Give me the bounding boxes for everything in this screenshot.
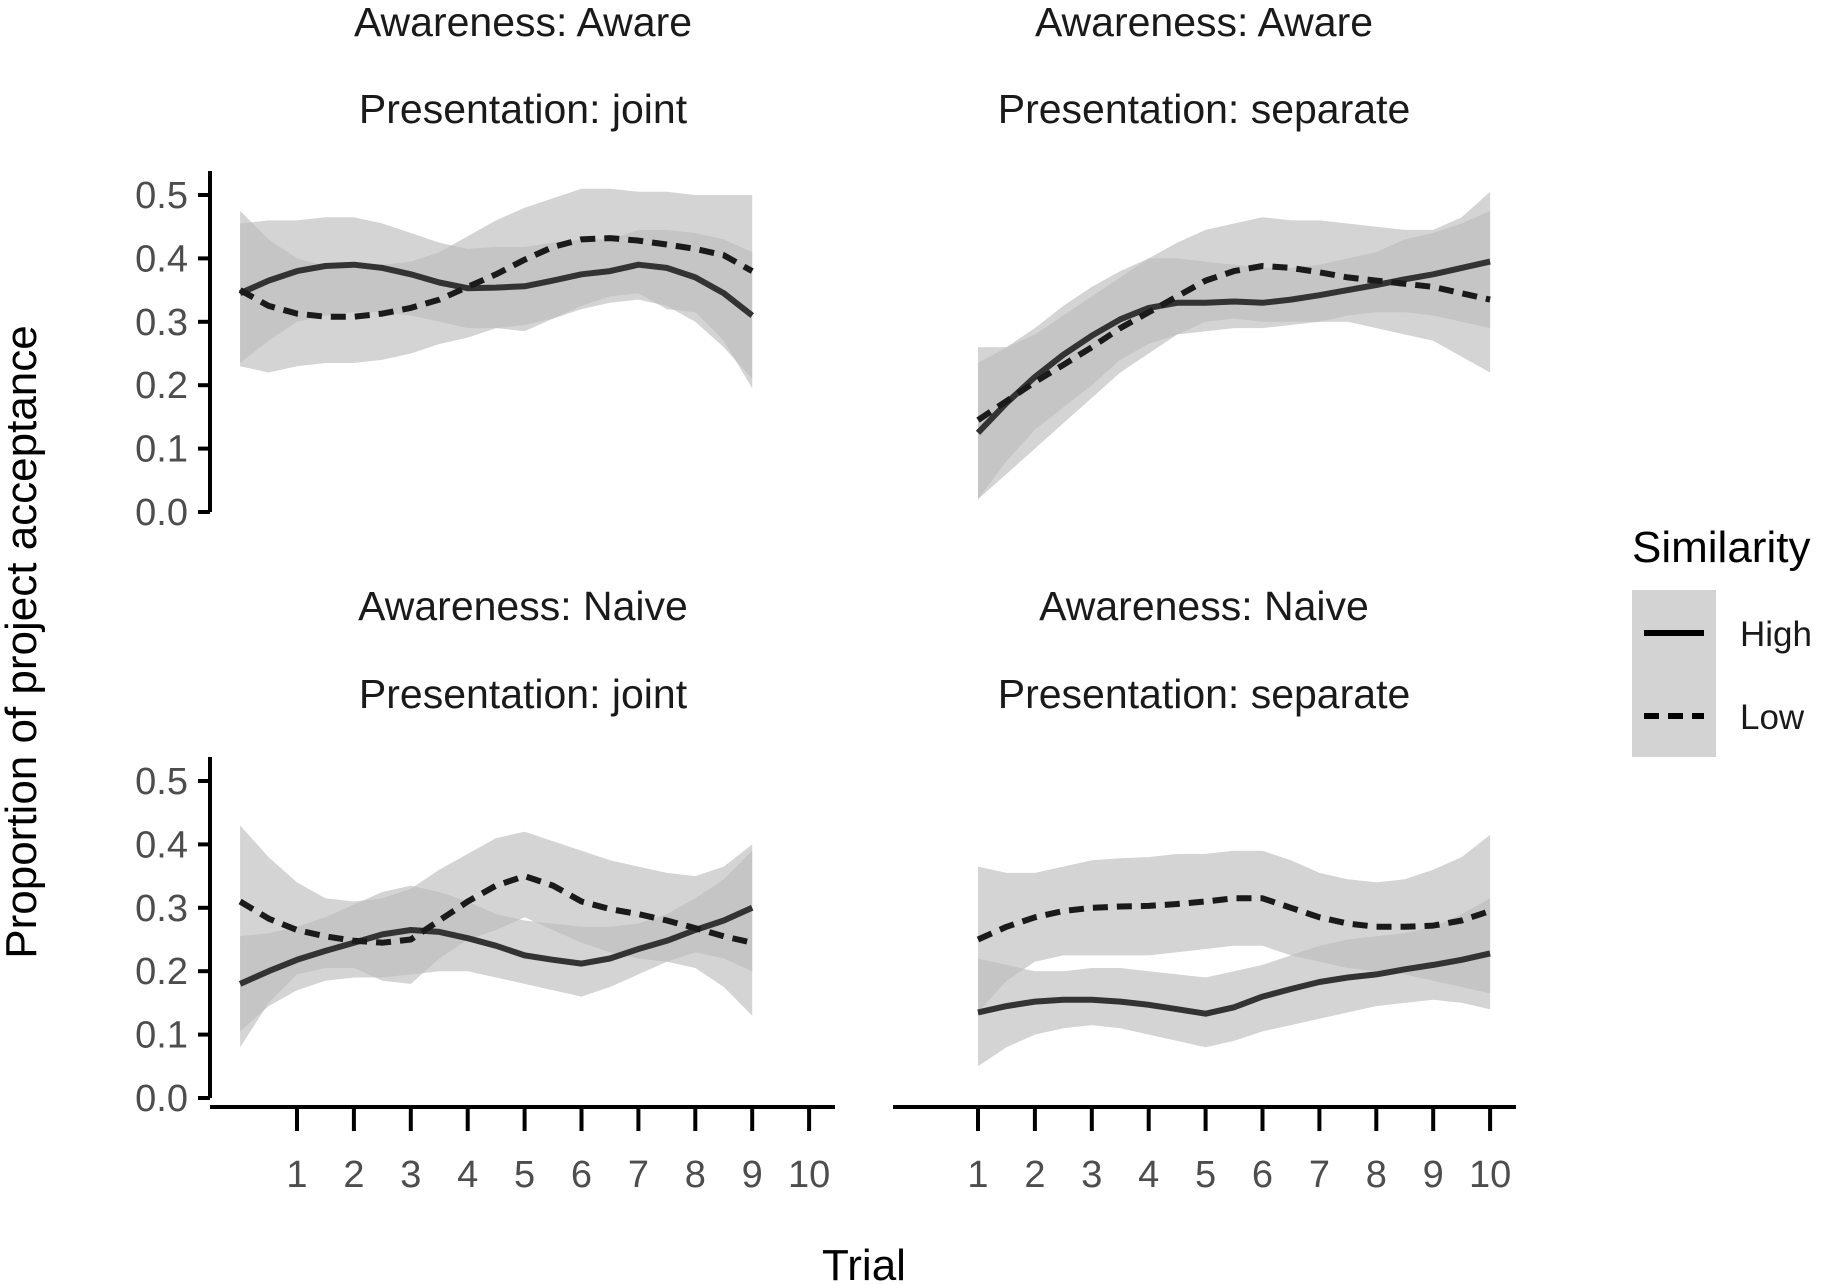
confidence-ribbon-low — [978, 191, 1491, 500]
x-axis-title: Trial — [822, 1241, 906, 1285]
y-tick-label: 0.4 — [135, 824, 188, 866]
x-tick-label: 9 — [742, 1154, 763, 1196]
legend-label-low: Low — [1740, 698, 1805, 737]
panel-strip-label: Presentation: joint — [359, 86, 688, 132]
y-axis-title: Proportion of project acceptance — [0, 325, 46, 959]
series-line-high — [238, 261, 755, 318]
y-tick-label: 0.0 — [135, 1078, 188, 1120]
legend-label-high: High — [1740, 615, 1812, 654]
y-tick-label: 0.3 — [135, 888, 188, 930]
series-line-low — [238, 235, 754, 320]
x-tick-label: 2 — [343, 1154, 364, 1196]
x-tick-label: 3 — [400, 1154, 421, 1196]
x-tick-label: 4 — [457, 1154, 478, 1196]
panel-strip-label: Awareness: Aware — [354, 0, 692, 45]
panel-strip-label: Presentation: separate — [998, 671, 1411, 717]
panel-0: Awareness: Aware Presentation: joint — [238, 0, 755, 389]
x-tick-label: 5 — [1195, 1154, 1216, 1196]
y-tick-label: 0.0 — [135, 492, 188, 534]
y-tick-label: 0.4 — [135, 238, 188, 280]
axes-group: 0.00.10.20.30.40.50.00.10.20.30.40.51 2 3 4… — [135, 171, 1516, 1196]
x-tick-label: 6 — [1252, 1154, 1273, 1196]
y-tick-label: 0.3 — [135, 302, 188, 344]
legend-key-background — [1632, 590, 1716, 757]
y-tick-label: 0.1 — [135, 1015, 188, 1057]
panel-3: Awareness: Naive Presentation: separate — [976, 583, 1492, 1067]
series-line-low — [238, 873, 753, 946]
series-line-low — [976, 895, 1492, 943]
x-tick-label: 3 — [1081, 1154, 1102, 1196]
x-tick-label: 10 — [788, 1154, 830, 1196]
x-tick-label: 9 — [1423, 1154, 1444, 1196]
legend: Similarity High Low — [1632, 523, 1812, 757]
panel-strip-label: Presentation: separate — [998, 86, 1411, 132]
y-tick-label: 0.2 — [135, 951, 188, 993]
x-tick-label: 8 — [1366, 1154, 1387, 1196]
y-tick-label: 0.5 — [135, 175, 188, 217]
x-tick-label: 7 — [628, 1154, 649, 1196]
series-line-low — [976, 263, 1491, 423]
confidence-ribbon-low — [240, 825, 753, 1048]
confidence-ribbon-high — [240, 850, 753, 1032]
panel-2: Awareness: Naive Presentation: joint — [238, 583, 754, 1048]
panel-strip-label: Awareness: Aware — [1035, 0, 1373, 45]
panel-strip-label: Awareness: Naive — [358, 583, 688, 629]
x-tick-label: 10 — [1469, 1154, 1511, 1196]
x-tick-label: 7 — [1309, 1154, 1330, 1196]
x-tick-label: 1 — [286, 1154, 307, 1196]
confidence-ribbon-low — [978, 834, 1491, 1013]
y-tick-label: 0.2 — [135, 365, 188, 407]
panel-1: Awareness: Aware Presentation: separate — [975, 0, 1491, 500]
y-tick-label: 0.5 — [135, 761, 188, 803]
series-line-high — [238, 905, 754, 987]
y-tick-label: 0.1 — [135, 429, 188, 471]
series-line-high — [975, 258, 1491, 435]
panel-strip-label: Awareness: Naive — [1039, 583, 1369, 629]
x-tick-label: 8 — [685, 1154, 706, 1196]
series-line-high — [977, 950, 1491, 1017]
x-tick-label: 1 — [967, 1154, 988, 1196]
legend-title: Similarity — [1632, 523, 1810, 572]
x-tick-label: 5 — [514, 1154, 535, 1196]
x-tick-label: 4 — [1138, 1154, 1159, 1196]
x-tick-label: 6 — [571, 1154, 592, 1196]
panel-strip-label: Presentation: joint — [359, 671, 688, 717]
x-tick-label: 2 — [1024, 1154, 1045, 1196]
